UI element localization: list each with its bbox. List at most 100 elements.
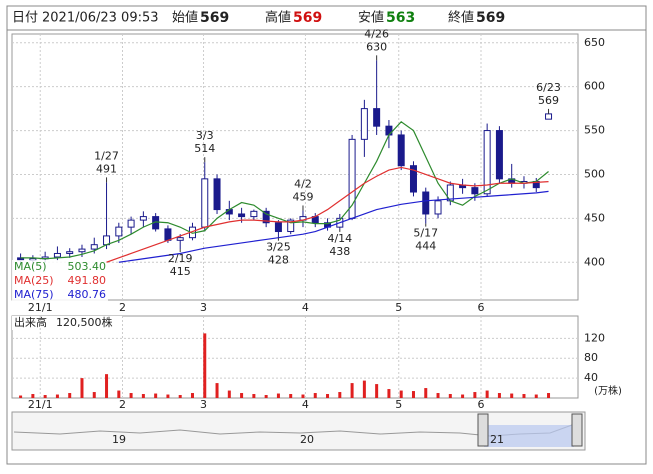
volume-bar	[485, 390, 489, 398]
navigator-handle-left[interactable]	[477, 413, 489, 447]
candle-body	[250, 210, 258, 218]
volume-bar	[43, 395, 47, 398]
candle-body	[422, 191, 430, 215]
volume-bar	[436, 393, 440, 398]
candle-body	[262, 210, 270, 224]
annotation-date: 4/2	[294, 177, 312, 190]
candle-body	[483, 130, 491, 195]
candle-body	[397, 134, 405, 167]
high: 569	[293, 10, 322, 26]
x-tick-label: 2	[119, 301, 126, 314]
annotation-value: 630	[366, 40, 387, 53]
volume-bar	[190, 393, 194, 398]
x-tick-label: 21/1	[28, 398, 53, 411]
annotation-date: 5/17	[413, 227, 438, 240]
volume-bar	[240, 393, 244, 398]
x-tick-label: 3	[200, 301, 207, 314]
candle-body	[385, 125, 393, 136]
annotation-date: 6/23	[536, 81, 561, 94]
x-tick-label: 21/1	[28, 301, 53, 314]
candle-body	[139, 216, 147, 221]
volume-bar	[252, 394, 256, 398]
volume-bar	[68, 393, 72, 398]
volume-bar	[55, 394, 59, 398]
legend-value: 491.80	[68, 274, 107, 287]
legend-bg	[12, 288, 108, 302]
legend-bg	[12, 260, 108, 274]
navigator-label: 20	[300, 433, 314, 446]
navigator-window[interactable]	[484, 425, 574, 447]
candle-body	[348, 138, 356, 219]
y-tick-label: 80	[584, 351, 598, 364]
volume-bar	[141, 394, 145, 398]
volume-bar	[166, 394, 170, 398]
candle-body	[545, 113, 553, 120]
date-label: 日付	[12, 11, 38, 26]
annotation-value: 569	[538, 94, 559, 107]
open: 569	[200, 10, 229, 26]
candle-body	[78, 248, 86, 253]
candle-body	[360, 108, 368, 140]
volume-bar	[276, 393, 280, 398]
candle-body	[238, 213, 246, 218]
volume-bar	[399, 390, 403, 398]
y-tick-label: 500	[584, 167, 605, 180]
volume-bar	[411, 391, 415, 398]
x-tick-label: 4	[302, 301, 309, 314]
candle-body	[213, 178, 221, 211]
legend-name: MA(5)	[14, 260, 47, 273]
volume-bar	[178, 395, 182, 398]
annotation-value: 438	[329, 245, 350, 258]
volume-bar	[338, 392, 342, 398]
volume-bar	[215, 383, 219, 398]
volume-bar	[473, 392, 477, 398]
x-tick-label: 5	[395, 398, 402, 411]
candle-body	[495, 130, 503, 180]
ma-line	[106, 166, 549, 263]
x-tick-label: 6	[478, 301, 485, 314]
annotation-value: 428	[268, 254, 289, 267]
candle-body	[66, 251, 74, 254]
volume-bar	[31, 394, 35, 398]
annotation-date: 4/14	[327, 232, 352, 245]
volume-bar	[92, 392, 96, 398]
annotation-date: 3/25	[266, 241, 291, 254]
volume-bar	[326, 394, 330, 398]
y-tick-label: 120	[584, 331, 605, 344]
candle-body	[201, 178, 209, 228]
volume-subtitle: 120,500株	[56, 315, 113, 329]
volume-bar	[313, 393, 317, 398]
candle-body	[274, 222, 282, 233]
volume-panel	[11, 315, 579, 399]
volume-bar	[350, 383, 354, 398]
volume-bar	[534, 394, 538, 398]
low-label: 安値	[358, 10, 384, 26]
volume-bar	[154, 393, 158, 398]
volume-bar	[522, 394, 526, 398]
candle-body	[127, 219, 135, 228]
annotation-date: 3/3	[196, 129, 214, 142]
legend-value: 503.40	[68, 260, 107, 273]
open-label: 始値	[172, 10, 198, 26]
datetime: 2021/06/23 09:53	[42, 11, 159, 26]
y-tick-label: 550	[584, 124, 605, 137]
volume-bar	[264, 395, 268, 398]
volume-bar	[461, 394, 465, 398]
frame	[6, 5, 647, 465]
legend-value: 480.76	[68, 288, 107, 301]
volume-bar	[117, 390, 121, 398]
navigator-handle-right[interactable]	[571, 413, 583, 447]
candle-body	[434, 200, 442, 215]
high-label: 高値	[265, 10, 291, 26]
navigator-label: 21	[490, 433, 504, 446]
volume-bar	[105, 374, 109, 398]
volume-bar	[448, 394, 452, 398]
candle-body	[115, 226, 123, 237]
annotation-date: 2/19	[168, 252, 193, 265]
ma-line	[118, 190, 549, 263]
candle-body	[176, 237, 184, 241]
x-tick-label: 2	[119, 398, 126, 411]
y-tick-label: 450	[584, 211, 605, 224]
volume-bar	[375, 384, 379, 398]
